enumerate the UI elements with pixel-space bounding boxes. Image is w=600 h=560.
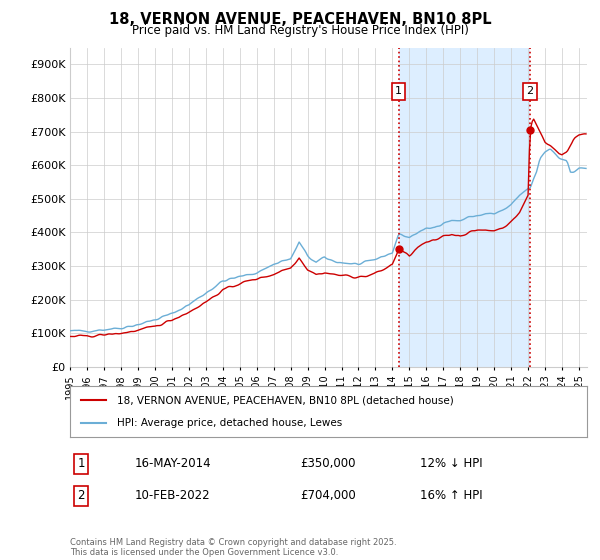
Text: 10-FEB-2022: 10-FEB-2022 — [135, 489, 211, 502]
Text: 12% ↓ HPI: 12% ↓ HPI — [420, 457, 482, 470]
Text: £704,000: £704,000 — [300, 489, 356, 502]
Bar — [398, 48, 530, 367]
Text: 18, VERNON AVENUE, PEACEHAVEN, BN10 8PL: 18, VERNON AVENUE, PEACEHAVEN, BN10 8PL — [109, 12, 491, 27]
Text: 18, VERNON AVENUE, PEACEHAVEN, BN10 8PL (detached house): 18, VERNON AVENUE, PEACEHAVEN, BN10 8PL … — [117, 395, 454, 405]
Text: 16% ↑ HPI: 16% ↑ HPI — [420, 489, 482, 502]
Text: Contains HM Land Registry data © Crown copyright and database right 2025.
This d: Contains HM Land Registry data © Crown c… — [70, 538, 397, 557]
Text: £350,000: £350,000 — [300, 457, 355, 470]
Text: HPI: Average price, detached house, Lewes: HPI: Average price, detached house, Lewe… — [117, 418, 342, 428]
Text: Price paid vs. HM Land Registry's House Price Index (HPI): Price paid vs. HM Land Registry's House … — [131, 24, 469, 36]
Text: 1: 1 — [395, 86, 402, 96]
Text: 2: 2 — [527, 86, 533, 96]
Text: 2: 2 — [77, 489, 85, 502]
Text: 16-MAY-2014: 16-MAY-2014 — [135, 457, 212, 470]
Text: 1: 1 — [77, 457, 85, 470]
